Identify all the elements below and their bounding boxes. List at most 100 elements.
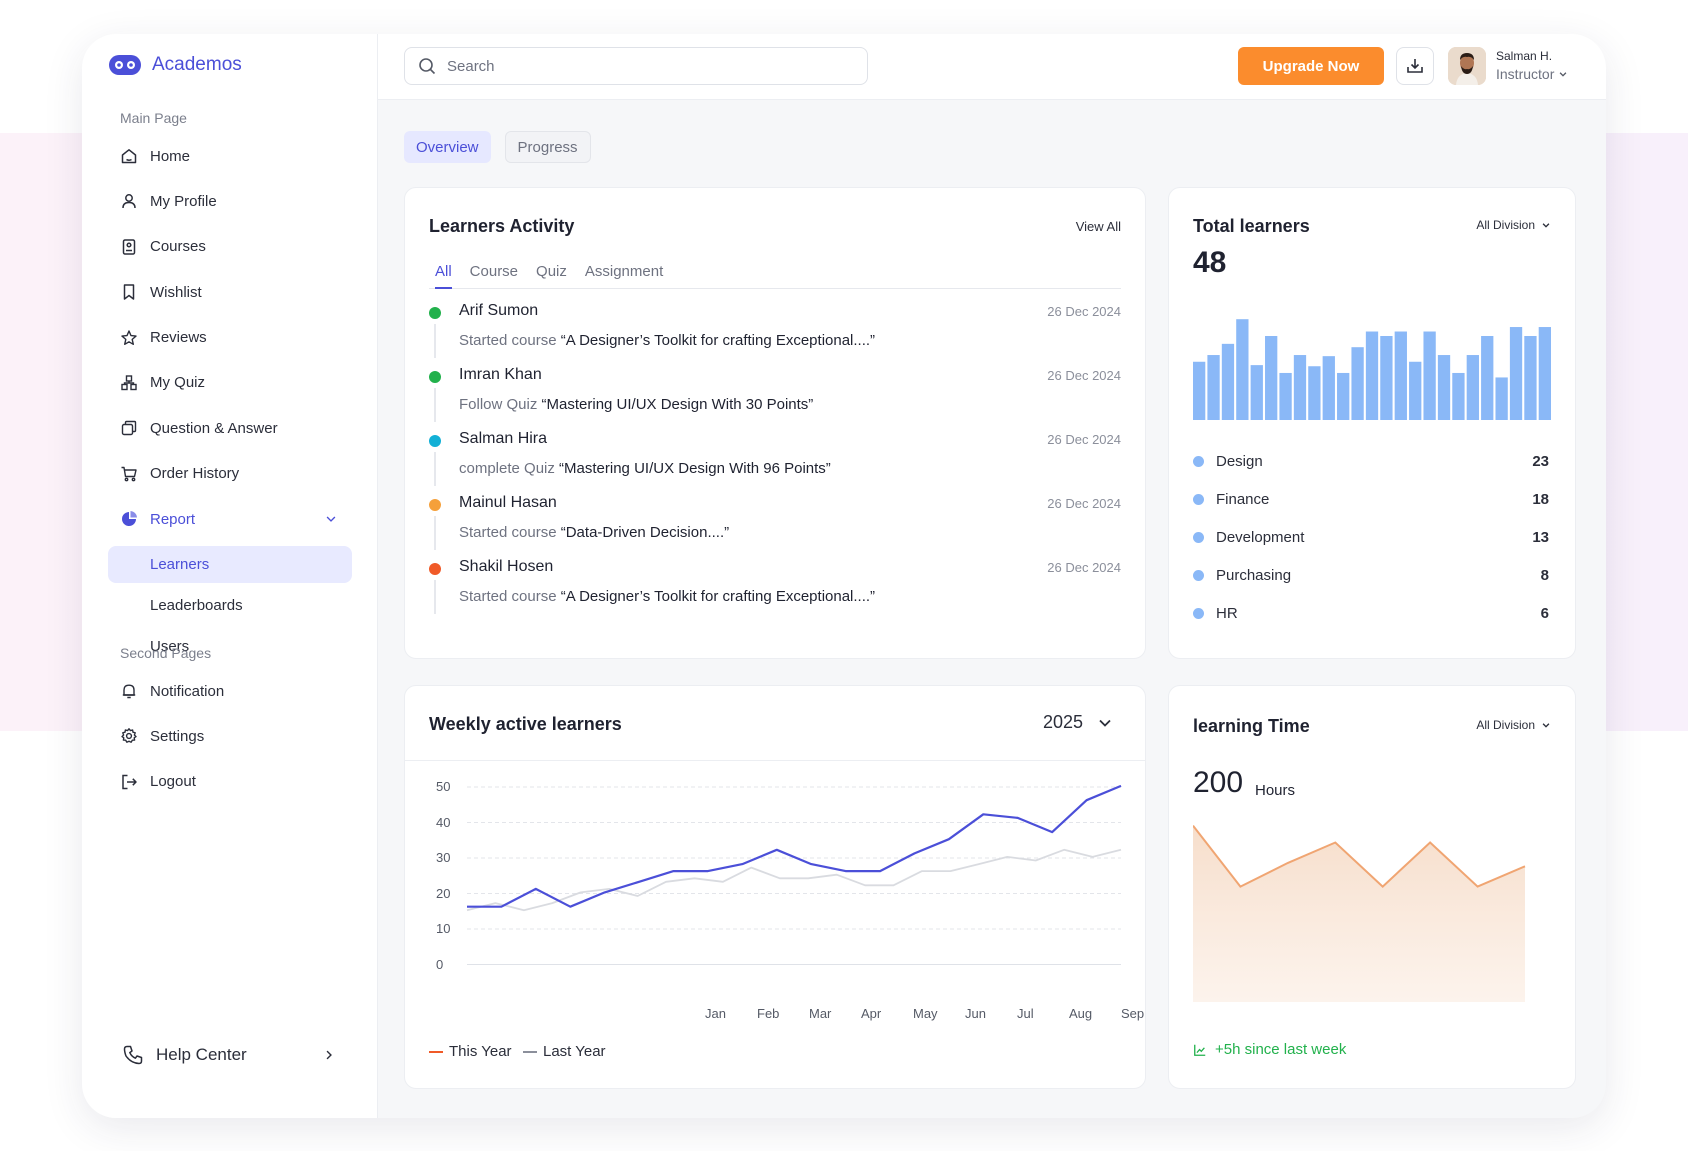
sidebar-item-courses[interactable]: Courses [108,228,352,266]
total-learners-bar-chart [1193,319,1551,420]
division-bar [1495,377,1508,420]
download-button[interactable] [1396,47,1434,85]
star-icon [121,329,137,345]
main-content: Upgrade Now Salman H. Instructor Ove [378,34,1606,1118]
year-dropdown-label: 2025 [1042,712,1083,732]
sidebar-item-settings[interactable]: Settings [108,717,352,755]
chevron-down-icon[interactable] [324,512,338,526]
sidebar-subitem-leaderboards[interactable]: Leaderboards [150,596,243,614]
division-bar [1509,327,1523,420]
sidebar-item-label: Report [150,510,196,528]
sidebar-item-notification[interactable]: Notification [108,672,352,710]
division-bar [1409,361,1422,420]
brand-name: Academos [152,54,242,75]
x-tick-label: Sep [1121,1006,1145,1021]
division-bar [1308,366,1321,420]
chevron-down-icon [1099,719,1111,727]
division-bar [1524,336,1537,420]
learning-time-title: learning Time [1193,716,1310,736]
sidebar-item-question-answer[interactable]: Question & Answer [108,409,352,447]
sidebar-item-order-history[interactable]: Order History [108,455,352,493]
sidebar: Academos Main Page Home My Profile Cours… [82,34,378,1118]
division-bar [1293,355,1307,420]
logout-icon [122,774,137,790]
activity-status-dot [429,499,441,511]
second-pages-label: Second Pages [120,645,212,661]
filter-course[interactable]: Course [469,263,519,280]
x-tick-label: Feb [757,1006,780,1021]
sidebar-item-report[interactable]: Report [108,500,352,538]
x-tick-label: Jul [1017,1006,1034,1021]
sidebar-item-label: Wishlist [150,283,202,301]
chevron-right-icon [326,1050,332,1060]
avatar[interactable] [1448,47,1486,85]
activity-item[interactable]: Mainul Hasan 26 Dec 2024 Started course “D… [429,494,1121,558]
sidebar-item-label: Settings [150,727,205,745]
search-input[interactable] [447,57,847,75]
sidebar-item-label: Home [150,147,191,165]
book-icon [122,239,136,255]
division-dot [1193,607,1204,619]
filter-all[interactable]: All [435,263,452,289]
since-last-week-label: +5h since last week [1215,1041,1347,1058]
y-tick-label: 0 [436,956,444,972]
sidebar-item-my-profile[interactable]: My Profile [108,182,352,220]
sidebar-subitem-learners[interactable]: Learners [108,545,352,583]
help-center-link[interactable]: Help Center [122,1044,336,1066]
chevron-down-icon [1542,223,1550,228]
user-role-dropdown[interactable]: Instructor [1496,66,1568,82]
legend-last-year: Last Year [523,1043,606,1060]
activity-status-dot [429,307,441,319]
filter-assignment[interactable]: Assignment [584,263,664,280]
search-box[interactable] [404,47,868,85]
quiz-icon [121,375,137,391]
activity-item[interactable]: Shakil Hosen 26 Dec 2024 Started course “A… [429,558,1121,622]
sidebar-item-wishlist[interactable]: Wishlist [108,273,352,311]
division-bar [1236,319,1249,420]
activity-timeline-line [434,516,436,550]
sidebar-item-reviews[interactable]: Reviews [108,319,352,357]
chevron-down-icon [1542,723,1550,728]
division-bar [1250,365,1263,420]
x-tick-label: Apr [861,1006,882,1021]
learners-activity-card: Learners Activity View All All Course Qu… [404,187,1146,659]
sidebar-item-my-quiz[interactable]: My Quiz [108,364,352,402]
brand-logo-icon [109,55,141,75]
brand[interactable]: Academos [108,54,242,76]
filter-quiz[interactable]: Quiz [536,263,567,280]
division-legend-row: HR 6 [1193,603,1549,623]
bookmark-icon [123,284,135,300]
activity-item[interactable]: Arif Sumon 26 Dec 2024 Started course “A D… [429,302,1121,366]
division-dot [1193,493,1204,505]
activity-item[interactable]: Salman Hira 26 Dec 2024 complete Quiz “Mas… [429,430,1121,494]
activity-item[interactable]: Imran Khan 26 Dec 2024 Follow Quiz “Master… [429,366,1121,430]
tab-overview[interactable]: Overview [404,131,491,163]
topbar: Upgrade Now Salman H. Instructor [378,34,1606,100]
division-bar [1423,331,1436,420]
year-dropdown[interactable]: 2025 [1043,712,1113,733]
learning-division-dropdown[interactable]: All Division [1476,718,1551,732]
main-page-label: Main Page [120,110,187,126]
legend-last-swatch [523,1050,537,1053]
activity-learner-name: Shakil Hosen [459,558,554,575]
view-all-link[interactable]: View All [1075,219,1121,234]
avatar-portrait-icon [1448,47,1486,85]
series-line-last-year [466,848,1122,912]
phone-icon [123,1045,143,1065]
division-bar [1337,372,1350,420]
division-dropdown-label: All Division [1476,218,1535,232]
user-role: Instructor [1496,66,1555,82]
help-center-label: Help Center [156,1045,247,1064]
activity-date: 26 Dec 2024 [1047,304,1121,319]
sidebar-item-logout[interactable]: Logout [108,763,352,801]
activity-action: Follow Quiz [459,396,538,413]
division-dropdown[interactable]: All Division [1476,218,1551,232]
sidebar-subitem-users[interactable]: Users [150,637,190,655]
home-icon [121,149,137,164]
tab-progress[interactable]: Progress [504,131,591,163]
sidebar-item-home[interactable]: Home [108,137,352,175]
division-bar [1193,361,1206,420]
division-bar [1365,331,1379,420]
x-tick-label: Jan [705,1006,726,1021]
upgrade-now-button[interactable]: Upgrade Now [1238,47,1384,85]
